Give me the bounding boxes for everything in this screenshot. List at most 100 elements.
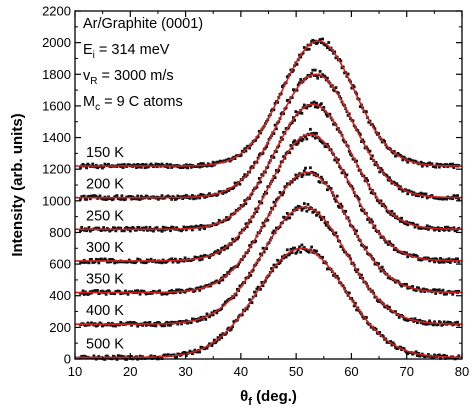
data-point (221, 192, 225, 195)
data-point (290, 212, 294, 216)
data-point (403, 222, 407, 226)
data-point (290, 251, 294, 254)
data-point (281, 193, 284, 197)
data-point (199, 315, 203, 319)
data-point (305, 209, 309, 213)
data-point (321, 255, 324, 259)
data-point (160, 194, 164, 197)
data-point (231, 237, 234, 241)
y-tick-label: 400 (49, 288, 71, 303)
data-point (382, 202, 385, 206)
data-point (284, 255, 288, 259)
data-point (453, 194, 457, 198)
data-point (211, 160, 215, 164)
data-point (181, 166, 185, 169)
data-point (136, 163, 140, 166)
data-point (161, 225, 165, 229)
data-point (244, 222, 248, 226)
data-point (226, 246, 230, 250)
data-point (424, 322, 428, 326)
data-point (200, 257, 204, 261)
data-point (418, 318, 422, 322)
data-point (347, 149, 351, 153)
data-point (278, 261, 282, 265)
data-point (97, 226, 101, 230)
data-point (321, 37, 324, 41)
data-point (352, 304, 356, 308)
data-point (413, 317, 417, 321)
data-point (184, 163, 188, 167)
data-point (81, 289, 85, 293)
data-point (312, 131, 316, 135)
data-point (360, 273, 363, 277)
data-point (391, 243, 395, 247)
data-point (457, 260, 461, 264)
data-point (397, 187, 401, 191)
data-point (293, 139, 296, 143)
data-point (113, 292, 116, 296)
data-point (355, 229, 358, 233)
data-point (138, 258, 142, 262)
data-point (257, 129, 261, 133)
data-point (368, 220, 372, 224)
data-point (176, 194, 180, 198)
data-point (378, 201, 382, 205)
data-point (379, 167, 383, 170)
data-point (290, 70, 294, 74)
data-point (180, 322, 183, 326)
data-point (335, 194, 339, 198)
data-point (339, 202, 343, 206)
data-point (324, 43, 328, 47)
data-point (365, 110, 368, 114)
data-point (312, 249, 316, 252)
data-point (155, 226, 159, 229)
data-point (442, 320, 446, 324)
data-point (169, 229, 172, 233)
data-point (221, 246, 225, 250)
data-point (340, 171, 344, 175)
data-point (396, 152, 400, 155)
data-point (298, 81, 301, 85)
data-point (139, 194, 143, 198)
data-point (282, 112, 285, 116)
data-point (457, 226, 461, 230)
data-point (366, 179, 369, 182)
data-point (88, 290, 92, 294)
data-point (324, 112, 328, 116)
data-point (365, 246, 368, 249)
data-point (345, 173, 349, 177)
data-point (273, 123, 277, 127)
data-point (296, 83, 300, 87)
data-point (289, 144, 293, 147)
temperature-label: 500 K (86, 336, 124, 352)
data-point (301, 173, 305, 177)
data-point (436, 226, 440, 230)
data-point (113, 226, 116, 230)
data-point (219, 250, 222, 254)
data-point (313, 136, 317, 140)
data-point (108, 258, 112, 261)
data-point (114, 229, 118, 233)
data-point (294, 206, 298, 210)
data-point (406, 255, 410, 259)
data-point (142, 163, 146, 167)
data-point (392, 150, 396, 153)
data-point (420, 195, 424, 199)
data-point (178, 320, 182, 323)
data-point (227, 326, 231, 330)
data-point (169, 163, 172, 166)
data-point (214, 341, 217, 345)
data-point (298, 138, 301, 142)
data-point (439, 321, 442, 325)
data-point (138, 198, 142, 201)
data-point (452, 166, 456, 169)
data-point (205, 346, 209, 350)
data-point (211, 313, 215, 317)
data-point (322, 141, 326, 145)
data-point (183, 290, 187, 294)
data-point (452, 226, 456, 230)
data-point (260, 201, 264, 205)
data-point (378, 170, 382, 174)
data-point (79, 197, 82, 201)
series-400-K (75, 202, 462, 328)
